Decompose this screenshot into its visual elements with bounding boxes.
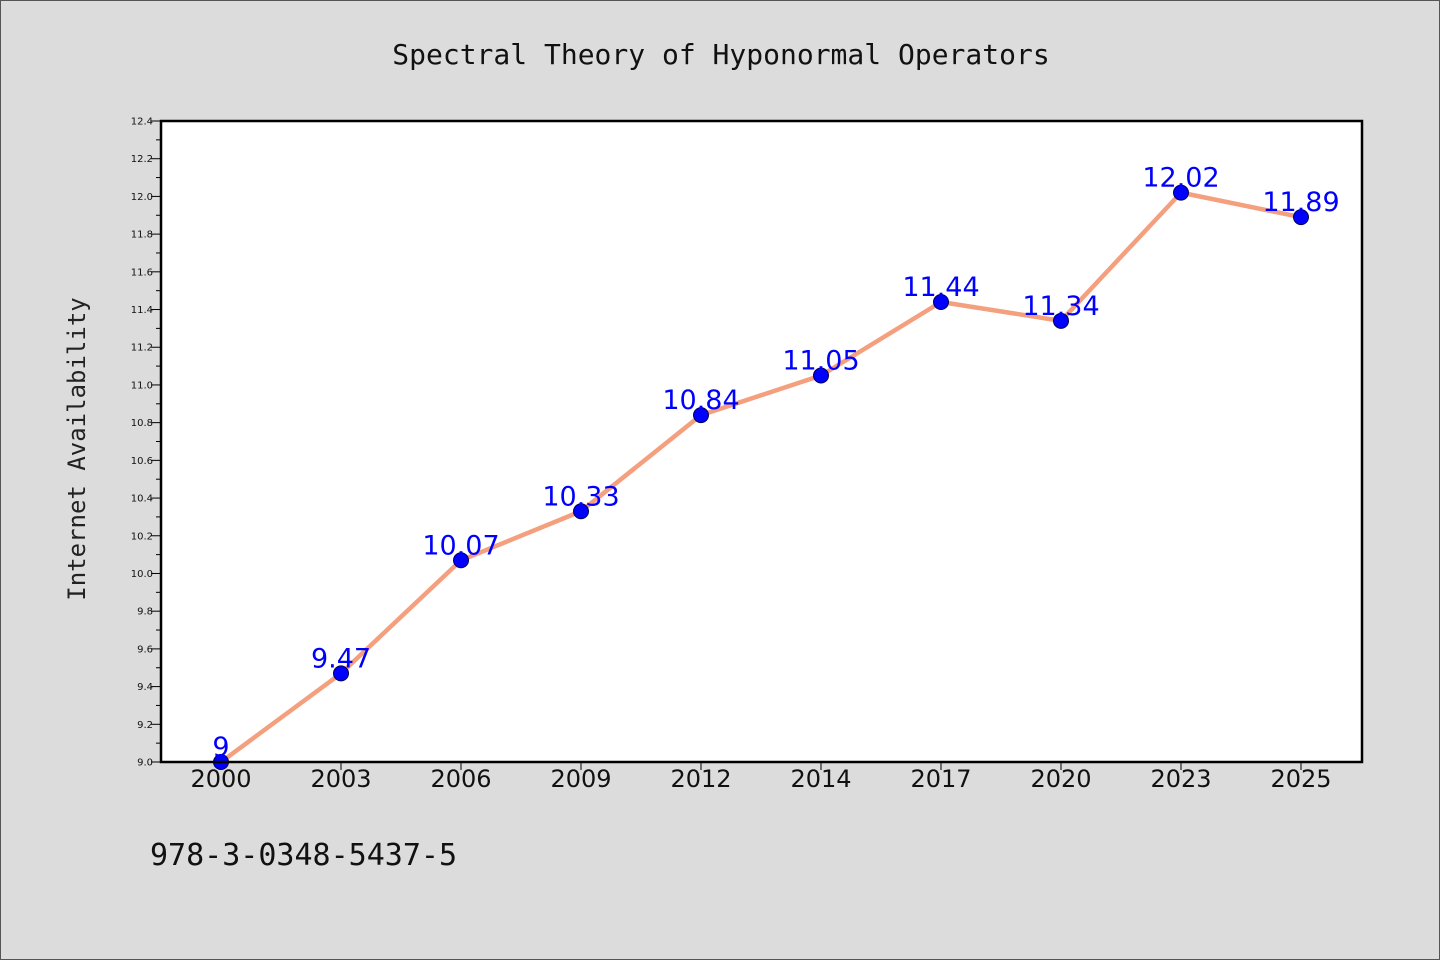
y-tick-label: 11.4	[131, 305, 153, 316]
y-tick-label: 9.4	[137, 682, 153, 693]
x-tick-label: 2009	[550, 765, 611, 793]
data-point	[933, 293, 949, 310]
y-tick-label: 11.2	[131, 343, 153, 354]
data-label: 11.05	[782, 346, 859, 377]
y-tick-label: 11.8	[131, 230, 153, 241]
data-label: 10.84	[662, 385, 739, 416]
chart-title: Spectral Theory of Hyponormal Operators	[392, 38, 1049, 71]
x-tick-label: 2012	[670, 765, 731, 793]
y-tick-label: 10.8	[131, 418, 153, 429]
data-label: 9.47	[311, 643, 371, 674]
data-labels: 9 9.47 10.07 10.33 10.84 11.05 11.44 11.34 12.02…	[212, 163, 1339, 763]
y-axis-label: Internet Availability	[63, 297, 91, 600]
isbn-footer: 978-3-0348-5437-5	[150, 838, 457, 873]
data-label: 11.34	[1022, 291, 1099, 322]
y-tick-label: 9.0	[137, 758, 153, 769]
data-point	[1053, 312, 1069, 329]
x-tick-label: 2023	[1150, 765, 1211, 793]
data-label: 10.33	[542, 481, 619, 512]
y-tick-label: 9.6	[137, 644, 153, 655]
data-label: 12.02	[1142, 163, 1219, 194]
series-line	[218, 190, 1304, 765]
data-point	[453, 552, 469, 569]
data-point	[573, 503, 589, 520]
y-tick-label: 12.2	[131, 154, 153, 165]
y-tick-label: 12.4	[131, 117, 153, 128]
y-tick-label: 10.0	[131, 569, 153, 580]
series-layer	[213, 184, 1309, 770]
plot-frame	[159, 119, 1364, 764]
data-point	[813, 367, 829, 384]
x-tick-label: 2014	[790, 765, 851, 793]
y-tick-label: 10.4	[131, 494, 153, 505]
x-axis-ticks: 2000 2003 2006 2009 2012 2014 2017 2020 2023 2025	[190, 762, 1332, 793]
data-point	[1293, 209, 1309, 226]
y-tick-label: 9.8	[137, 607, 153, 618]
y-tick-label: 10.2	[131, 531, 153, 542]
data-point	[333, 665, 349, 682]
data-label: 11.44	[902, 272, 979, 303]
y-tick-label: 10.6	[131, 456, 153, 467]
y-tick-label: 9.2	[137, 720, 153, 731]
y-tick-label: 12.0	[131, 192, 153, 203]
y-tick-label: 11.6	[131, 267, 153, 278]
y-tick-label: 11.0	[131, 380, 153, 391]
x-tick-label: 2006	[430, 765, 491, 793]
data-point	[693, 407, 709, 424]
data-point	[1173, 184, 1189, 201]
data-label: 9	[212, 732, 229, 763]
x-tick-label: 2003	[310, 765, 371, 793]
x-tick-label: 2025	[1270, 765, 1331, 793]
data-label: 11.89	[1262, 187, 1339, 218]
data-label: 10.07	[422, 530, 499, 561]
y-axis-ticks: 9.0 9.2 9.4 9.6 9.8 10.0 10.2 10.4 10.6 10.8 11.0 1…	[131, 117, 161, 769]
x-tick-label: 2020	[1030, 765, 1091, 793]
x-tick-label: 2017	[910, 765, 971, 793]
